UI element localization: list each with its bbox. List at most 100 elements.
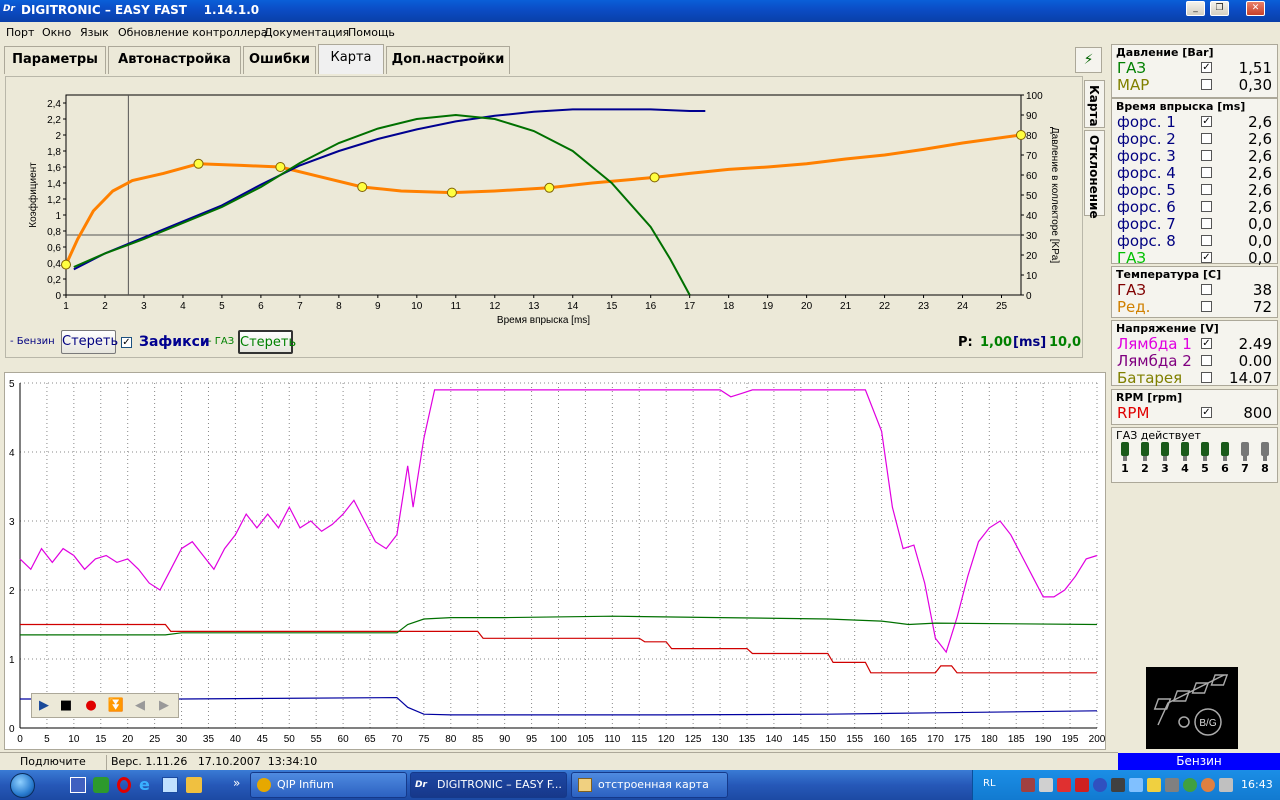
y2-tick-label: 90 bbox=[1026, 111, 1038, 122]
side-tab-map[interactable]: Карта bbox=[1084, 80, 1105, 128]
injection-row-checkbox[interactable]: ✓ bbox=[1201, 252, 1212, 263]
opera-icon[interactable] bbox=[117, 777, 131, 793]
x-tick-label: 155 bbox=[846, 734, 863, 745]
injection-row-label: форс. 5 bbox=[1117, 181, 1176, 199]
x-tick-label: 3 bbox=[141, 301, 147, 312]
x-tick-label: 180 bbox=[981, 734, 998, 745]
tool-icon[interactable]: ⚡ bbox=[1075, 47, 1102, 73]
step-back-button[interactable]: ◀ bbox=[135, 698, 145, 713]
x-tick-label: 35 bbox=[203, 734, 215, 745]
quicklaunch-save-icon[interactable] bbox=[70, 777, 86, 793]
injection-row-checkbox[interactable]: ✓ bbox=[1201, 116, 1212, 127]
x-tick-label: 9 bbox=[375, 301, 381, 312]
brand-logo: B/G bbox=[1146, 667, 1238, 749]
tab-map[interactable]: Карта bbox=[318, 44, 384, 74]
tray-security-icon[interactable] bbox=[1219, 778, 1233, 792]
tray-power-icon[interactable] bbox=[1165, 778, 1179, 792]
clear-benzin-button[interactable]: Стереть bbox=[61, 330, 118, 354]
menu-window[interactable]: Окно bbox=[42, 26, 72, 39]
x-tick-label: 5 bbox=[44, 734, 50, 745]
tray-update-icon[interactable] bbox=[1183, 778, 1197, 792]
status-bar: Подлючите Верс. 1.11.26 17.10.2007 13:34… bbox=[0, 752, 1118, 770]
start-button[interactable] bbox=[0, 770, 50, 800]
pressure-row-checkbox[interactable] bbox=[1201, 79, 1212, 90]
tray-usb-icon[interactable] bbox=[1147, 778, 1161, 792]
temperature-row-checkbox[interactable] bbox=[1201, 301, 1212, 312]
tab-errors[interactable]: Ошибки bbox=[243, 46, 316, 74]
temperature-row-value: 38 bbox=[1252, 281, 1272, 299]
menu-language[interactable]: Язык bbox=[80, 26, 109, 39]
voltage-row-checkbox[interactable] bbox=[1201, 355, 1212, 366]
close-button[interactable]: ✕ bbox=[1246, 1, 1265, 16]
tray-network-icon[interactable] bbox=[1021, 778, 1035, 792]
record-button[interactable]: ● bbox=[85, 698, 97, 713]
injection-row-value: 2,6 bbox=[1248, 181, 1272, 199]
tray-speaker-icon[interactable] bbox=[1111, 778, 1125, 792]
fix-checkbox[interactable]: ✓ bbox=[121, 337, 132, 348]
injection-row-checkbox[interactable] bbox=[1201, 201, 1212, 212]
injection-row-checkbox[interactable] bbox=[1201, 150, 1212, 161]
quicklaunch-clock-icon[interactable] bbox=[186, 777, 202, 793]
injection-row-value: 2,6 bbox=[1248, 147, 1272, 165]
y-tick-label: 2,4 bbox=[47, 99, 61, 110]
injection-row-checkbox[interactable] bbox=[1201, 184, 1212, 195]
rpm-row-checkbox[interactable]: ✓ bbox=[1201, 407, 1212, 418]
x-tick-label: 17 bbox=[684, 301, 696, 312]
x-tick-label: 20 bbox=[801, 301, 813, 312]
menu-help[interactable]: Помощь bbox=[348, 26, 395, 39]
stop-button[interactable]: ■ bbox=[59, 698, 73, 713]
temperature-row-checkbox[interactable] bbox=[1201, 284, 1212, 295]
tray-bluetooth-icon[interactable] bbox=[1093, 778, 1107, 792]
tab-parameters[interactable]: Параметры bbox=[4, 46, 106, 74]
title-bar: Dr DIGITRONIC – EASY FAST 1.14.1.0 _ ❐ ✕ bbox=[0, 0, 1280, 22]
side-tab-deviation[interactable]: Отклонение bbox=[1084, 130, 1105, 219]
injection-row-checkbox[interactable] bbox=[1201, 218, 1212, 229]
map-point-marker bbox=[544, 182, 555, 193]
minimize-button[interactable]: _ bbox=[1186, 1, 1205, 16]
injection-row-checkbox[interactable] bbox=[1201, 167, 1212, 178]
language-indicator[interactable]: RL bbox=[983, 778, 996, 789]
ie-icon[interactable]: e bbox=[139, 775, 150, 794]
quicklaunch-app-icon[interactable] bbox=[93, 777, 109, 793]
map-point-marker bbox=[446, 187, 457, 198]
task-qip[interactable]: QIP Infium bbox=[250, 772, 407, 798]
x-tick-label: 25 bbox=[996, 301, 1008, 312]
injection-row-checkbox[interactable] bbox=[1201, 133, 1212, 144]
pressure-group: Давление [Bar] ГАЗ ✓ 1,51 MAP 0,30 bbox=[1111, 44, 1278, 98]
tray-volume-icon[interactable] bbox=[1039, 778, 1053, 792]
show-more-icon[interactable]: » bbox=[233, 776, 241, 790]
x-tick-label: 70 bbox=[391, 734, 403, 745]
maximize-button[interactable]: ❐ bbox=[1210, 1, 1229, 16]
x-tick-label: 0 bbox=[17, 734, 23, 745]
tab-autotune[interactable]: Автонастройка bbox=[108, 46, 241, 74]
task-digitronic[interactable]: Dr DIGITRONIC – EASY F... bbox=[410, 772, 567, 798]
menu-update-controller[interactable]: Обновление контроллера bbox=[118, 26, 268, 39]
voltage-row: Батарея 14.07 bbox=[1117, 369, 1272, 387]
x-tick-label: 45 bbox=[257, 734, 269, 745]
tray-wifi-icon[interactable] bbox=[1201, 778, 1215, 792]
step-forward-button[interactable]: ▶ bbox=[159, 698, 169, 713]
pressure-row-checkbox[interactable]: ✓ bbox=[1201, 62, 1212, 73]
clear-gas-button[interactable]: Стереть bbox=[238, 330, 296, 354]
injection-row-checkbox[interactable] bbox=[1201, 235, 1212, 246]
play-button[interactable]: ▶ bbox=[39, 698, 49, 713]
x-tick-label: 170 bbox=[927, 734, 944, 745]
x-tick-label: 18 bbox=[723, 301, 735, 312]
tray-antivirus-icon[interactable] bbox=[1057, 778, 1071, 792]
y-tick-label: 1,4 bbox=[47, 179, 61, 190]
tab-extra-settings[interactable]: Доп.настройки bbox=[386, 46, 510, 74]
x-tick-label: 13 bbox=[528, 301, 540, 312]
quicklaunch-desktop-icon[interactable] bbox=[162, 777, 178, 793]
temperature-group: Температура [C] ГАЗ 38 Ред. 72 bbox=[1111, 266, 1278, 318]
voltage-row-checkbox[interactable]: ✓ bbox=[1201, 338, 1212, 349]
y-tick-label: 0,6 bbox=[47, 243, 61, 254]
tray-display-icon[interactable] bbox=[1129, 778, 1143, 792]
injection-title: Время впрыска [ms] bbox=[1116, 100, 1246, 113]
menu-port[interactable]: Порт bbox=[6, 26, 35, 39]
tray-app-icon[interactable] bbox=[1075, 778, 1089, 792]
voltage-row-checkbox[interactable] bbox=[1201, 372, 1212, 383]
save-down-button[interactable]: ⏬ bbox=[107, 698, 125, 713]
task-map-document[interactable]: отстроенная карта д... bbox=[571, 772, 728, 798]
menu-documentation[interactable]: Документация bbox=[264, 26, 350, 39]
injection-row-value: 0,0 bbox=[1248, 232, 1272, 250]
